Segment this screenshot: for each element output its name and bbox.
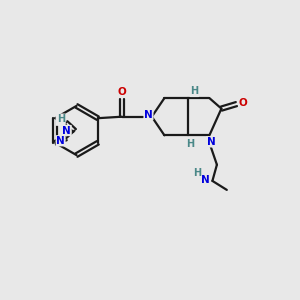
Text: H: H [57,114,65,124]
Text: N: N [56,136,65,146]
Text: N: N [144,110,153,120]
Text: N: N [206,137,215,147]
Text: N: N [201,175,210,185]
Text: N: N [62,125,71,136]
Text: N: N [56,115,65,125]
Text: H: H [193,168,202,178]
Text: O: O [117,87,126,97]
Text: H: H [190,86,199,97]
Text: O: O [238,98,247,108]
Text: H: H [186,139,194,149]
